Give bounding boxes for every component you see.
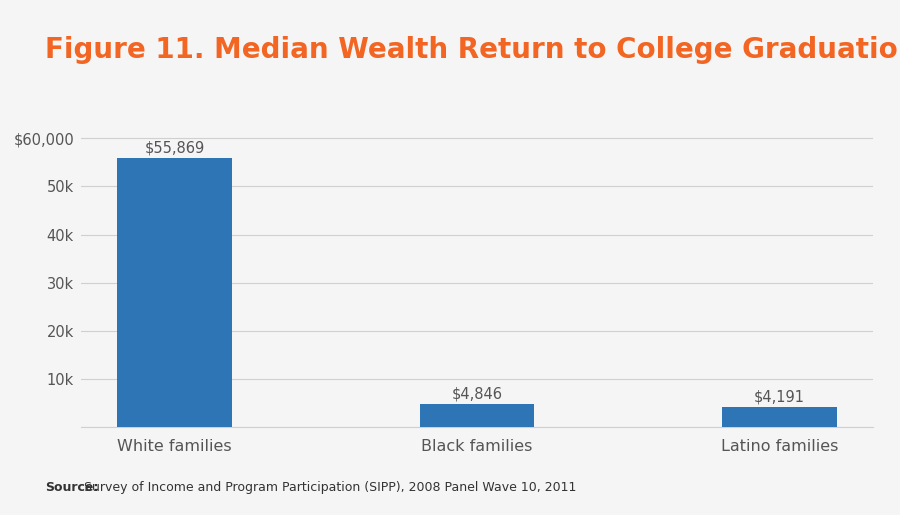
Text: Survey of Income and Program Participation (SIPP), 2008 Panel Wave 10, 2011: Survey of Income and Program Participati…	[80, 482, 577, 494]
Text: $55,869: $55,869	[144, 140, 204, 155]
Text: $4,191: $4,191	[754, 389, 805, 404]
Bar	[117, 158, 232, 427]
Text: Source:: Source:	[45, 482, 98, 494]
Bar	[419, 404, 535, 427]
Text: $4,846: $4,846	[452, 386, 502, 401]
Text: Figure 11. Median Wealth Return to College Graduation: Figure 11. Median Wealth Return to Colle…	[45, 36, 900, 64]
Bar	[722, 407, 837, 427]
